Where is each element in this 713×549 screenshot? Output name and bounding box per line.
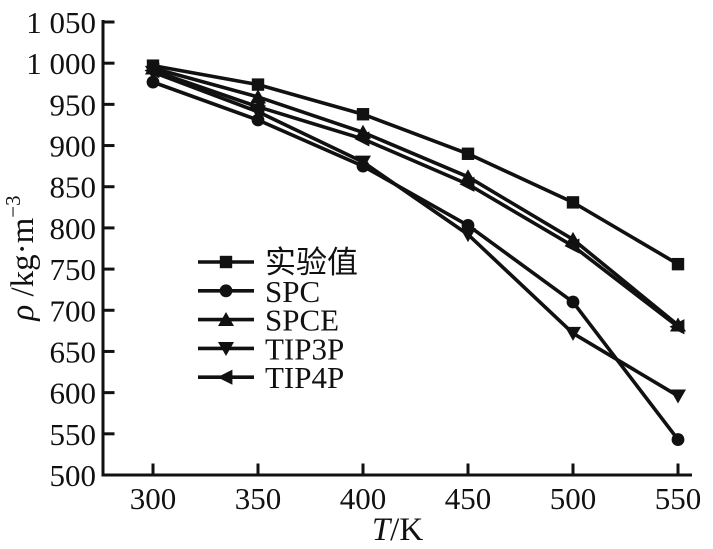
y-tick-label: 650 bbox=[50, 334, 97, 369]
y-tick-label: 700 bbox=[50, 293, 97, 328]
data-point-marker bbox=[355, 155, 371, 170]
data-point-marker bbox=[356, 108, 370, 121]
series-TIP4P bbox=[144, 62, 685, 335]
y-tick-label: 950 bbox=[50, 87, 97, 122]
data-point-marker bbox=[461, 147, 475, 160]
data-point-marker bbox=[250, 89, 266, 104]
x-tick-label: 500 bbox=[550, 481, 597, 516]
data-point-marker bbox=[354, 131, 370, 147]
y-tick-label: 850 bbox=[50, 170, 97, 205]
x-axis-label: T/K bbox=[372, 512, 424, 548]
legend-item-实验值: 实验值 bbox=[198, 245, 358, 280]
y-axis-label-unit: /kg·m bbox=[5, 217, 41, 304]
x-axis-label-unit: /K bbox=[390, 512, 423, 548]
legend-label: TIP4P bbox=[265, 360, 344, 395]
legend-label: SPC bbox=[265, 274, 320, 309]
legend-marker-circle bbox=[219, 284, 233, 298]
data-point-marker bbox=[670, 389, 686, 404]
y-tick-label: 900 bbox=[50, 129, 97, 164]
series-实验值 bbox=[146, 59, 685, 271]
data-point-marker bbox=[144, 62, 160, 79]
legend-marker-square bbox=[219, 255, 233, 269]
legend-label: TIP3P bbox=[265, 331, 344, 366]
x-tick-label: 350 bbox=[235, 481, 282, 516]
legend-marker-triangle-up bbox=[218, 312, 234, 326]
legend-label: SPCE bbox=[265, 303, 339, 338]
legend-item-SPC: SPC bbox=[198, 274, 320, 309]
legend-marker-triangle-left bbox=[217, 369, 233, 385]
data-point-marker bbox=[671, 433, 685, 446]
x-axis-label-symbol: T bbox=[372, 512, 393, 548]
series-line bbox=[152, 80, 680, 441]
series-line bbox=[152, 68, 680, 329]
x-tick-label: 400 bbox=[340, 481, 387, 516]
y-axis-label-symbol: ρ bbox=[5, 305, 41, 322]
y-tick-label: 550 bbox=[50, 417, 97, 452]
series-line bbox=[152, 70, 679, 398]
data-point-marker bbox=[460, 228, 476, 243]
y-axis-label-exponent: −3 bbox=[1, 195, 25, 217]
legend-item-SPCE: SPCE bbox=[198, 303, 339, 338]
series-line bbox=[152, 66, 680, 327]
y-tick-label: 800 bbox=[50, 211, 97, 246]
data-point-marker bbox=[251, 78, 265, 91]
y-tick-label: 600 bbox=[50, 376, 97, 411]
data-point-marker bbox=[146, 75, 160, 89]
legend-label: 实验值 bbox=[265, 245, 358, 280]
legend-item-TIP3P: TIP3P bbox=[198, 331, 344, 366]
data-point-marker bbox=[251, 113, 265, 127]
y-tick-label: 750 bbox=[50, 252, 97, 287]
data-point-marker bbox=[671, 257, 685, 271]
legend-marker-triangle-down bbox=[218, 342, 234, 356]
data-point-marker bbox=[459, 176, 475, 192]
y-tick-label: 1 000 bbox=[26, 46, 96, 81]
data-point-marker bbox=[566, 196, 580, 209]
x-tick-label: 300 bbox=[130, 481, 177, 516]
data-point-marker bbox=[669, 319, 685, 335]
data-point-marker bbox=[566, 295, 580, 309]
legend-item-TIP4P: TIP4P bbox=[198, 360, 344, 395]
y-tick-label: 500 bbox=[50, 458, 97, 493]
data-point-marker bbox=[564, 238, 580, 254]
data-point-marker bbox=[249, 99, 265, 115]
x-tick-label: 450 bbox=[445, 481, 492, 516]
data-point-marker bbox=[565, 326, 581, 341]
series-line bbox=[152, 63, 679, 266]
y-tick-label: 1 050 bbox=[26, 5, 96, 40]
x-tick-label: 550 bbox=[655, 481, 702, 516]
series-TIP3P bbox=[145, 65, 686, 404]
y-axis-label: ρ /kg·m−3 bbox=[1, 195, 41, 321]
